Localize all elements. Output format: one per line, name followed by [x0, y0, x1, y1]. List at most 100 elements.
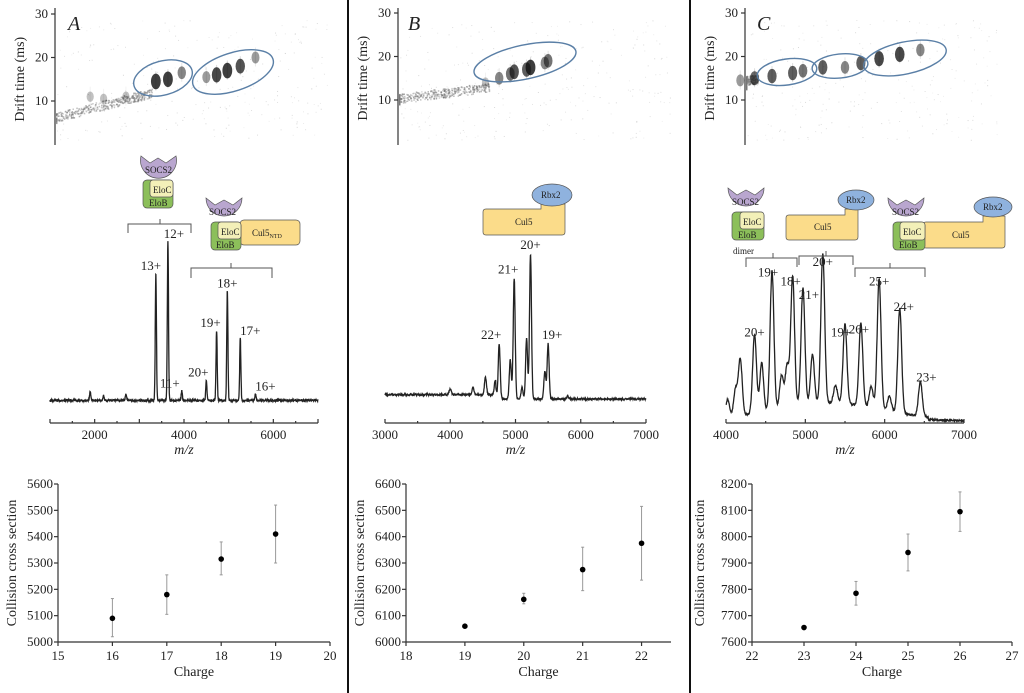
noise-dot — [103, 29, 105, 31]
noise-dot — [978, 27, 980, 29]
drift-streak-dot — [108, 108, 110, 110]
drift-streak-dot — [137, 92, 139, 94]
drift-streak-dot — [65, 115, 67, 117]
drift-streak-dot — [444, 90, 446, 92]
noise-dot — [645, 22, 647, 24]
drift-streak-dot — [56, 122, 58, 124]
drift-streak-dot — [72, 113, 74, 115]
drift-streak-dot — [105, 102, 107, 104]
noise-dot — [524, 98, 526, 100]
noise-dot — [157, 57, 159, 59]
noise-dot — [908, 137, 910, 139]
noise-dot — [800, 101, 802, 103]
drift-streak-dot — [747, 81, 749, 83]
drift-streak-dot — [422, 95, 425, 97]
drift-streak-dot — [124, 101, 127, 103]
noise-dot — [457, 64, 459, 66]
noise-dot — [761, 101, 763, 103]
noise-dot — [204, 66, 206, 68]
noise-dot — [463, 131, 465, 133]
noise-dot — [109, 22, 111, 24]
drift-streak-dot — [747, 78, 749, 81]
drift-streak-dot — [149, 93, 151, 96]
drift-streak-dot — [101, 105, 103, 107]
noise-dot — [928, 32, 930, 34]
drift-streak-dot — [472, 87, 474, 90]
drift-streak-dot — [70, 117, 73, 120]
noise-dot — [195, 104, 197, 106]
drift-streak-dot — [120, 96, 122, 99]
drift-streak-dot — [451, 92, 453, 94]
noise-dot — [213, 129, 215, 131]
drift-streak-dot — [465, 91, 467, 93]
peak-label: 18+ — [217, 275, 237, 290]
drift-streak-dot — [71, 111, 74, 113]
bracket — [854, 263, 926, 277]
spectrum-trace — [384, 253, 647, 403]
drift-streak-dot — [399, 103, 401, 106]
drift-streak-dot — [137, 100, 139, 103]
noise-dot — [469, 88, 471, 90]
drift-spot — [856, 55, 866, 71]
drift-streak-dot — [58, 119, 61, 122]
noise-dot — [946, 123, 948, 125]
drift-streak-dot — [464, 89, 467, 92]
noise-dot — [607, 41, 609, 43]
noise-dot — [932, 92, 934, 94]
y-tick-label: 20 — [725, 49, 738, 64]
drift-streak-dot — [487, 85, 490, 87]
drift-streak-dot — [448, 90, 450, 92]
noise-dot — [972, 119, 974, 121]
drift-spot — [894, 46, 905, 62]
data-point — [853, 590, 859, 597]
drift-streak-dot — [425, 96, 427, 99]
noise-dot — [435, 86, 437, 88]
drift-streak-dot — [447, 92, 449, 95]
drift-streak-dot — [478, 88, 481, 90]
drift-streak-dot — [430, 98, 432, 101]
noise-dot — [88, 95, 90, 97]
drift-streak-dot — [400, 95, 403, 97]
drift-streak-dot — [73, 112, 76, 114]
rbx2-label: Rbx2 — [846, 195, 866, 205]
noise-dot — [418, 126, 420, 128]
drift-streak-dot — [749, 79, 751, 81]
cul5-label: Cul5 — [814, 222, 832, 232]
noise-dot — [446, 86, 448, 88]
peak-label: 20+ — [188, 364, 208, 379]
noise-dot — [429, 112, 431, 114]
noise-dot — [437, 32, 439, 34]
noise-dot — [970, 37, 972, 39]
noise-dot — [570, 77, 572, 79]
drift-streak-dot — [746, 80, 748, 83]
noise-dot — [946, 113, 948, 115]
noise-dot — [157, 71, 159, 73]
drift-streak-dot — [104, 100, 106, 102]
x-tick-label: 3000 — [372, 427, 398, 442]
drift-streak-dot — [98, 105, 101, 108]
drift-streak-dot — [464, 91, 466, 93]
noise-dot — [635, 136, 637, 138]
noise-dot — [237, 95, 239, 97]
noise-dot — [779, 130, 781, 132]
drift-streak-dot — [442, 94, 444, 97]
noise-dot — [872, 74, 874, 76]
noise-dot — [951, 130, 953, 132]
drift-streak-dot — [150, 94, 153, 96]
drift-streak-dot — [113, 101, 116, 103]
drift-spot — [543, 54, 553, 68]
eloc-label: EloC — [221, 227, 240, 237]
x-tick-label: 4000 — [713, 427, 739, 442]
noise-dot — [77, 112, 79, 114]
drift-streak-dot — [67, 109, 70, 112]
drift-streak-dot — [113, 106, 116, 108]
noise-dot — [531, 103, 533, 105]
drift-streak-dot — [748, 83, 750, 85]
drift-streak-dot — [746, 83, 748, 86]
drift-streak-dot — [64, 110, 67, 113]
noise-dot — [407, 49, 409, 51]
drift-streak-dot — [66, 111, 68, 114]
drift-streak-dot — [451, 94, 453, 96]
